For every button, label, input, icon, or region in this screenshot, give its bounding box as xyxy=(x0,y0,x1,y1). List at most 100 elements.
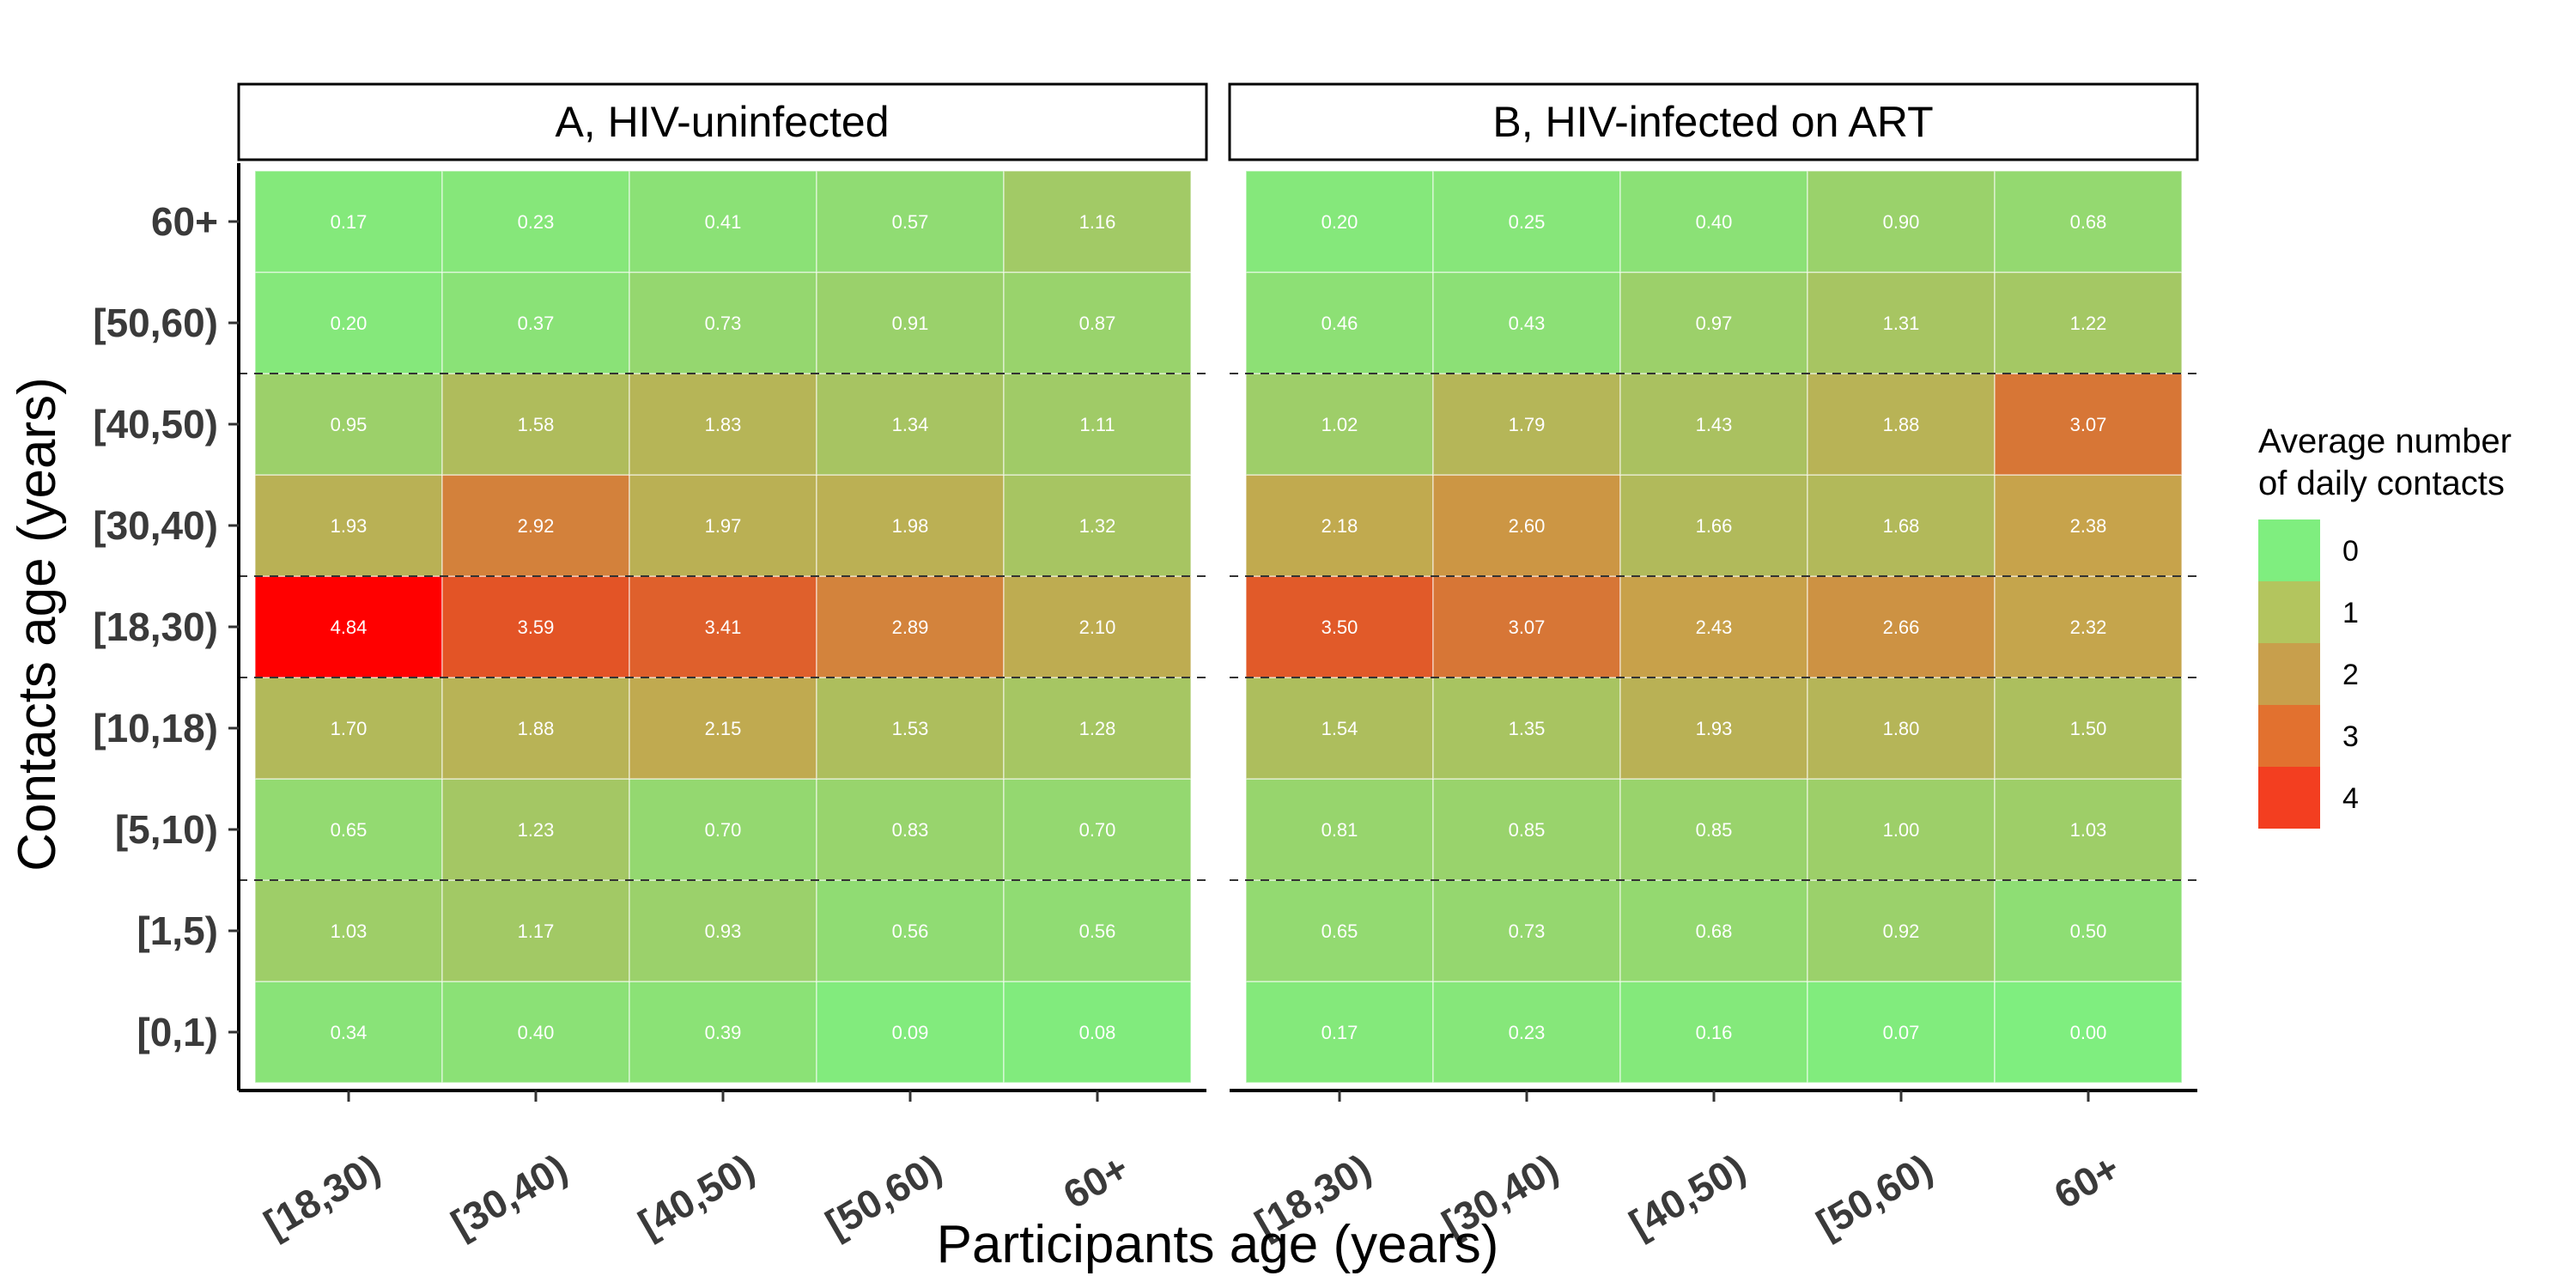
cell-value-label: 0.09 xyxy=(892,1022,929,1043)
heatmap-cell xyxy=(1619,271,1808,374)
heatmap-cell xyxy=(1245,575,1434,678)
cell-value-label: 1.70 xyxy=(331,718,368,739)
y-tick-label: [5,10) xyxy=(115,807,218,852)
heatmap-cell xyxy=(816,778,1005,881)
cell-value-label: 1.11 xyxy=(1079,414,1115,435)
cell-value-label: 1.80 xyxy=(1883,718,1920,739)
y-axis-title: Contacts age (years) xyxy=(8,377,67,871)
y-tick-label: [40,50) xyxy=(93,402,218,447)
cell-value-label: 1.17 xyxy=(518,920,555,942)
heatmap-cell xyxy=(1003,879,1192,982)
cell-value-label: 0.92 xyxy=(1883,920,1920,942)
cell-value-label: 0.95 xyxy=(331,414,368,435)
heatmap-cell xyxy=(1807,677,1996,780)
cell-value-label: 1.88 xyxy=(1883,414,1920,435)
cell-value-label: 1.23 xyxy=(518,819,555,841)
cell-value-label: 0.17 xyxy=(331,211,368,233)
cell-value-label: 1.54 xyxy=(1321,718,1358,739)
cell-value-label: 1.02 xyxy=(1321,414,1358,435)
cell-value-label: 3.59 xyxy=(518,617,555,638)
heatmap-cell xyxy=(1619,575,1808,678)
heatmap-cell xyxy=(1003,575,1192,678)
cell-value-label: 2.18 xyxy=(1321,515,1358,537)
y-tick-label: [18,30) xyxy=(93,605,218,649)
heatmap-cell xyxy=(1807,778,1996,881)
heatmap-cell xyxy=(816,373,1005,476)
cell-value-label: 0.70 xyxy=(1079,819,1116,841)
y-tick-label: [50,60) xyxy=(93,301,218,345)
heatmap-cell xyxy=(629,373,817,476)
cell-value-label: 1.93 xyxy=(1696,718,1733,739)
heatmap-cell xyxy=(629,271,817,374)
heatmap-cell xyxy=(1807,474,1996,577)
cell-value-label: 0.56 xyxy=(892,920,929,942)
heatmap-cell xyxy=(629,575,817,678)
cell-value-label: 1.58 xyxy=(518,414,555,435)
x-tick-label: [40,50) xyxy=(631,1145,762,1247)
heatmap-cell xyxy=(1994,677,2183,780)
legend-label: 0 xyxy=(2342,535,2359,568)
cell-value-label: 1.68 xyxy=(1883,515,1920,537)
cell-value-label: 1.79 xyxy=(1509,414,1546,435)
cell-value-label: 3.07 xyxy=(2070,414,2107,435)
panel-b-title: B, HIV-infected on ART xyxy=(1492,98,1933,146)
legend: Average number of daily contacts 0 1 2 3 4 xyxy=(2258,422,2512,829)
cell-value-label: 1.22 xyxy=(2070,313,2107,334)
heatmap-cell xyxy=(254,474,443,577)
x-tick-label: [50,60) xyxy=(818,1145,949,1247)
cell-value-label: 0.68 xyxy=(1696,920,1733,942)
heatmap-cell xyxy=(1432,271,1621,374)
cell-value-label: 0.17 xyxy=(1321,1022,1358,1043)
cell-value-label: 0.41 xyxy=(705,211,742,233)
cell-value-label: 0.85 xyxy=(1509,819,1546,841)
cell-value-label: 0.23 xyxy=(518,211,555,233)
heatmap-cell xyxy=(1432,575,1621,678)
y-tick-label: [1,5) xyxy=(137,908,218,953)
cell-value-label: 1.03 xyxy=(2070,819,2107,841)
cell-value-label: 2.32 xyxy=(2070,617,2107,638)
heatmap-cell xyxy=(629,170,817,273)
heatmap-cell xyxy=(1245,474,1434,577)
heatmap-cell xyxy=(1994,474,2183,577)
cell-value-label: 2.15 xyxy=(705,718,742,739)
cell-value-label: 0.20 xyxy=(331,313,368,334)
x-axis-title: Participants age (years) xyxy=(937,1215,1499,1274)
heatmap-cell xyxy=(1994,170,2183,273)
heatmap-cell xyxy=(1432,474,1621,577)
y-tick-label: [0,1) xyxy=(137,1010,218,1054)
panel-a-cells: 0.34 0.40 0.39 0.09 0.08 1.03 1.17 0.93 0.56 0.56… xyxy=(254,170,1192,1084)
cell-value-label: 0.91 xyxy=(892,313,929,334)
cell-value-label: 0.00 xyxy=(2070,1022,2107,1043)
heatmap-cell xyxy=(441,981,630,1084)
heatmap-cell xyxy=(629,778,817,881)
x-tick-label: 60+ xyxy=(1055,1145,1136,1218)
cell-value-label: 0.08 xyxy=(1079,1022,1116,1043)
cell-value-label: 0.83 xyxy=(892,819,929,841)
heatmap-cell xyxy=(1245,879,1434,982)
heatmap-cell xyxy=(254,575,443,678)
heatmap-cell xyxy=(1619,981,1808,1084)
cell-value-label: 0.46 xyxy=(1321,313,1358,334)
heatmap-cell xyxy=(254,778,443,881)
heatmap-cell xyxy=(254,677,443,780)
cell-value-label: 3.50 xyxy=(1321,617,1358,638)
cell-value-label: 1.35 xyxy=(1509,718,1546,739)
cell-value-label: 0.65 xyxy=(1321,920,1358,942)
cell-value-label: 0.85 xyxy=(1696,819,1733,841)
heatmap-cell xyxy=(1432,879,1621,982)
cell-value-label: 0.20 xyxy=(1321,211,1358,233)
heatmap-cell xyxy=(441,474,630,577)
cell-value-label: 0.40 xyxy=(1696,211,1733,233)
heatmap-cell xyxy=(1994,271,2183,374)
heatmap-cell xyxy=(629,677,817,780)
heatmap-cell xyxy=(1807,373,1996,476)
heatmap-cell xyxy=(1619,474,1808,577)
legend-title-line-1: Average number xyxy=(2258,422,2512,460)
heatmap-cell xyxy=(816,170,1005,273)
heatmap-cell xyxy=(1432,677,1621,780)
heatmap-cell xyxy=(1432,170,1621,273)
heatmap-cell xyxy=(1245,271,1434,374)
legend-label: 4 xyxy=(2342,782,2359,815)
cell-value-label: 1.97 xyxy=(705,515,742,537)
heatmap-cell xyxy=(1003,373,1192,476)
